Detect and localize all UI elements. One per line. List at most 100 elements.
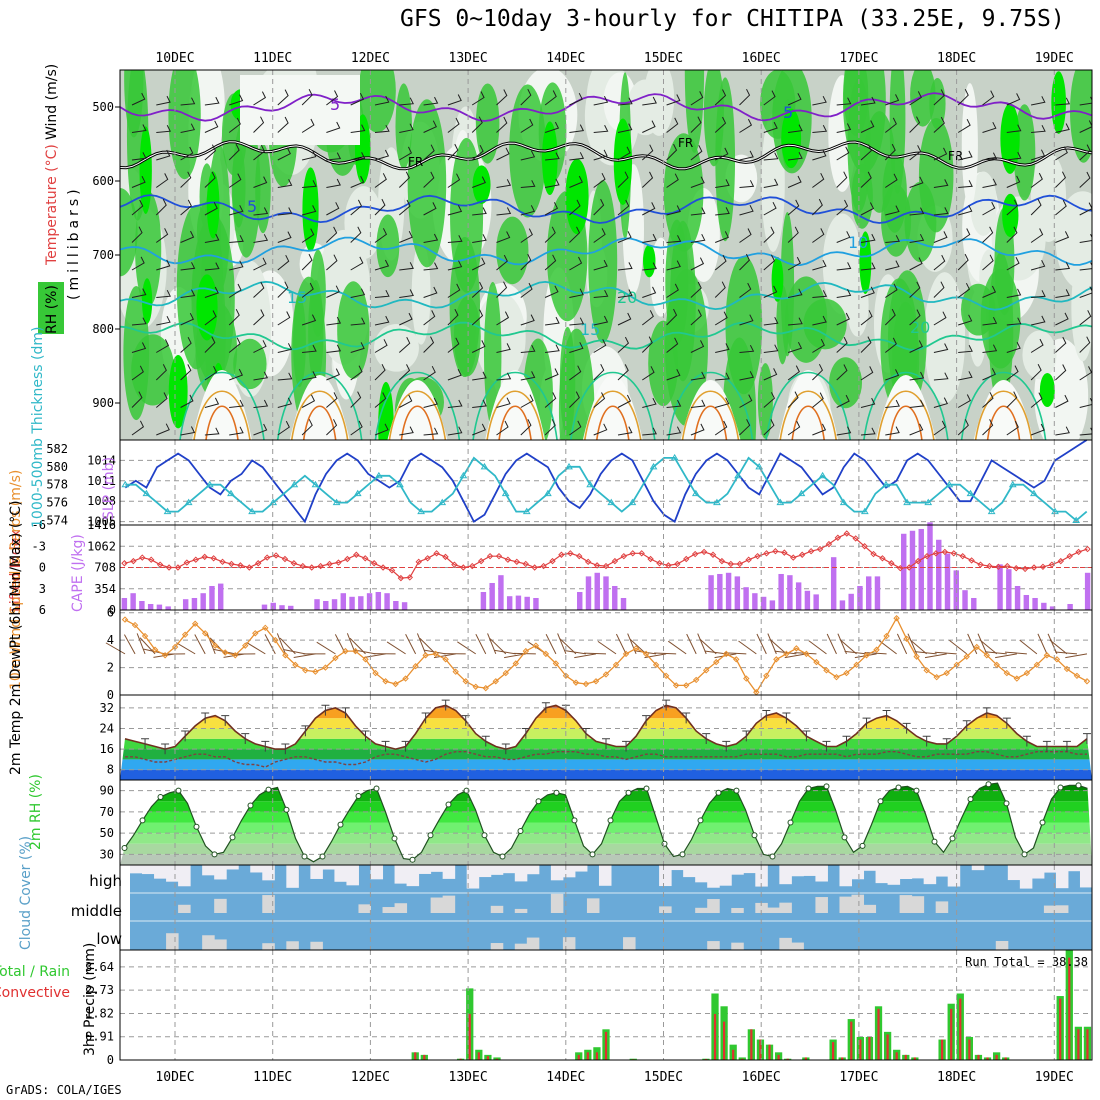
wind-barb: [326, 285, 340, 298]
cape-bar: [734, 576, 741, 610]
rh-moist-blob: [558, 328, 595, 440]
wind-barb: [447, 368, 462, 381]
cloud-middle-gap: [851, 894, 865, 913]
cloud-high-gap: [839, 865, 852, 887]
thickness-point: [607, 498, 616, 506]
cloud-high-gap: [130, 865, 143, 874]
wind-barb: [690, 371, 706, 381]
cloud-high-gap: [1079, 865, 1093, 888]
temp-tick-label: 8: [107, 763, 114, 777]
footer-credit: GrADS: COLA/IGES: [6, 1083, 122, 1097]
wind-barb: [423, 310, 436, 326]
wind-barb: [982, 344, 998, 353]
rh-line: [124, 782, 1088, 863]
wind-barb: [739, 150, 754, 161]
wind-barb-10m: [293, 653, 316, 658]
minmax-bar: [301, 725, 310, 737]
mslp-ylabel-right: SLP (mb): [101, 457, 117, 520]
wind-barb: [131, 124, 147, 133]
wind-barb: [933, 254, 946, 271]
rh-moist-blob: [684, 70, 705, 153]
wind-barb: [641, 171, 654, 188]
wind-barb: [788, 288, 803, 298]
minmax-bar: [321, 704, 330, 716]
li-point: [691, 550, 699, 558]
wind-speed-point: [252, 630, 259, 637]
cape-bar: [121, 597, 128, 610]
cloud-middle-gap: [935, 901, 949, 913]
cloud-high-gap: [466, 865, 480, 889]
rh-light-patch: [374, 323, 419, 372]
temp-band: [120, 718, 1092, 729]
li-point: [790, 554, 797, 561]
cloud-high-gap: [178, 865, 191, 887]
wind-barb: [447, 337, 460, 353]
li-point: [798, 551, 806, 558]
thickness-point: [1072, 516, 1081, 524]
wind-barb-10m: [667, 640, 687, 655]
wind-barb: [714, 116, 727, 133]
wind-barb-10m: [1049, 639, 1068, 655]
wind-barb: [593, 149, 608, 161]
rh-moist-blob: [124, 70, 144, 138]
thickness-point: [459, 471, 468, 479]
wind-barb: [836, 123, 852, 133]
wind-barb: [933, 420, 946, 436]
slp-tick-label: 1011: [87, 474, 116, 488]
minmax-bar: [822, 740, 831, 752]
upper-legend-temp: Temperature (°C): [44, 144, 60, 266]
wind-barb: [860, 144, 873, 161]
wind-barb: [1055, 97, 1071, 106]
cloud-high-gap: [394, 865, 408, 884]
cape-tick-label: 1416: [87, 518, 116, 532]
cape-bar: [130, 593, 136, 610]
wind-barb: [520, 228, 533, 243]
rh-light-patch: [1071, 253, 1092, 362]
cloud-high-gap: [935, 865, 949, 877]
precip-tick-label: 0: [107, 1053, 114, 1067]
wind-barb-10m: [276, 633, 286, 655]
minmax-bar: [421, 712, 430, 724]
cloud-low-gap: [526, 937, 540, 950]
wind-barb: [496, 179, 512, 188]
cloud-middle-gap: [659, 906, 672, 913]
rh-moist-blob: [703, 70, 724, 167]
contour-label: 10: [848, 233, 868, 252]
wind-barb: [690, 145, 703, 161]
wind-barb: [180, 262, 196, 271]
cloud-high-gap: [514, 865, 528, 882]
wind-barb: [739, 282, 752, 298]
cape-bar: [331, 599, 338, 610]
wind-barb: [301, 228, 315, 243]
rh-saturated-blob: [1000, 103, 1020, 174]
wind-barb: [131, 365, 144, 381]
wind-barb: [787, 420, 801, 436]
chart-title: GFS 0~10day 3-hourly for CHITIPA (33.25E…: [400, 6, 1065, 32]
thickness-point: [987, 507, 996, 515]
wind-barb: [423, 96, 439, 106]
li-point: [1021, 565, 1029, 573]
wind-barb: [812, 423, 827, 436]
thickness-point: [248, 507, 256, 515]
rh-point: [607, 817, 614, 824]
wind-barb: [350, 391, 362, 408]
wind-barb: [374, 423, 389, 436]
wind-barb: [180, 123, 196, 133]
wind-barb: [1055, 289, 1070, 298]
wind-barb: [350, 256, 364, 271]
wind-barb: [399, 146, 413, 161]
wind-speed-point: [151, 646, 159, 653]
wind-barb: [399, 289, 414, 298]
rh-point: [391, 835, 398, 842]
wind-barb: [180, 171, 192, 188]
cloud-level-low: low: [96, 930, 122, 948]
cloud-high-gap: [791, 865, 804, 877]
wind-barb: [1030, 228, 1044, 243]
li-point: [781, 549, 788, 556]
wind-barb: [277, 311, 291, 326]
wind-barb: [885, 205, 900, 216]
wind-barb: [860, 262, 876, 271]
li-point: [870, 550, 877, 558]
wind-barb: [957, 88, 969, 106]
